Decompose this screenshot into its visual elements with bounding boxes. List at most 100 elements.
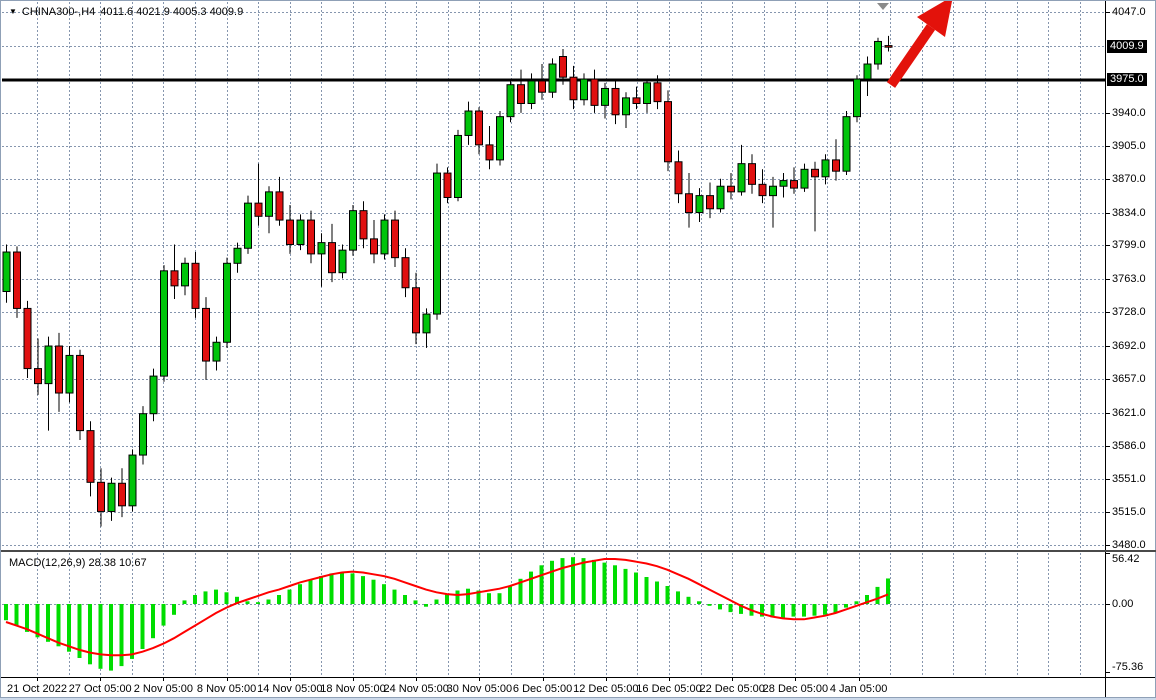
macd-bar [760, 604, 764, 617]
macd-bar [56, 604, 61, 647]
macd-bar [35, 604, 40, 638]
price-tick-label: 3515.0 [1112, 506, 1146, 519]
macd-bar [676, 591, 680, 604]
candle-up [716, 185, 725, 210]
time-tick-label: 30 Nov 05:00 [446, 683, 513, 695]
candle-down [55, 345, 63, 394]
candle-down [790, 180, 798, 189]
macd-bar [833, 604, 838, 613]
candle-down [401, 257, 410, 289]
macd-bar [77, 604, 82, 658]
candle-down [632, 97, 641, 105]
candle-down [685, 193, 693, 214]
price-tick-label: 3940.0 [1112, 106, 1146, 119]
time-axis[interactable]: 21 Oct 2022 27 Oct 05:00 2 Nov 05:00 8 Nov … [0, 680, 1105, 698]
time-tick-label: 12 Dec 05:00 [573, 683, 639, 695]
candle-up [128, 454, 137, 507]
candle-down [286, 219, 294, 245]
macd-bar [109, 604, 113, 671]
candles [2, 35, 893, 527]
macd-bar [571, 557, 575, 604]
candle-up [769, 185, 777, 197]
candle-up [233, 247, 242, 264]
trend-arrow[interactable] [886, 0, 953, 88]
macd-bar [193, 595, 197, 604]
macd-indicator-label: MACD(12,26,9) 28.38 10.67 [9, 557, 147, 569]
macd-bar [865, 595, 869, 604]
macd-bar [214, 589, 218, 604]
candle-down [170, 270, 179, 287]
candle-down [590, 78, 599, 106]
candle-up [433, 172, 441, 315]
candle-down [664, 101, 672, 163]
candle-up [107, 482, 116, 512]
macd-bar [203, 591, 208, 604]
candle-up [212, 341, 221, 362]
candle-up [853, 78, 861, 118]
macd-bar [707, 604, 712, 606]
candle-down [86, 430, 95, 483]
macd-bar [487, 593, 491, 604]
macd-bar [791, 604, 796, 617]
candle-down [758, 183, 767, 197]
macd-bar [67, 604, 71, 652]
macd-bar [886, 578, 890, 604]
candle-down [674, 161, 683, 195]
price-tick-label: 3621.0 [1112, 406, 1146, 419]
symbol-ohlc-readout: 4011.6 4021.9 4005.3 4009.9 [100, 6, 244, 18]
macd-bar [403, 595, 407, 604]
time-tick-label: 6 Dec 05:00 [512, 683, 573, 695]
price-tick-label: 3905.0 [1112, 139, 1146, 152]
candle-down [538, 80, 546, 93]
symbol-dropdown-icon[interactable]: ▼ [9, 7, 17, 16]
macd-bar [655, 581, 659, 604]
candle-down [569, 76, 578, 101]
time-tick-label: 8 Nov 05:00 [196, 683, 257, 695]
macd-bar [140, 604, 145, 649]
candle-down [118, 482, 126, 507]
time-tick-label: 28 Dec 05:00 [762, 683, 829, 695]
candle-up [863, 63, 872, 80]
macd-bar [529, 571, 533, 604]
candle-down [653, 82, 662, 103]
macd-bar [25, 604, 29, 632]
candle-down [727, 185, 735, 193]
candle-down [307, 219, 315, 255]
macd-bar [119, 604, 124, 667]
macd-bar [98, 604, 103, 669]
candle-up [580, 78, 588, 101]
macd-bar [581, 558, 586, 604]
macd-bar [235, 596, 239, 604]
macd-scale-min: -75.36 [1112, 660, 1144, 673]
macd-bar [14, 604, 19, 626]
macd-signal-line [5, 558, 889, 657]
price-tick-label: 3728.0 [1112, 306, 1146, 319]
candle-up [349, 210, 357, 251]
candle-down [391, 219, 399, 259]
macd-bar [508, 586, 512, 604]
price-tick-label: 3799.0 [1112, 239, 1146, 252]
candle-down [202, 307, 210, 362]
macd-bar [182, 600, 187, 604]
macd-bar [802, 604, 806, 617]
candle-up [181, 262, 189, 287]
macd-bar [665, 586, 670, 604]
candle-up [139, 413, 147, 456]
time-tick-label: 27 Oct 05:00 [68, 683, 132, 695]
candle-down [884, 45, 893, 48]
macd-bar [592, 559, 596, 604]
candle-down [706, 195, 714, 210]
macd-bar [130, 604, 134, 659]
price-tick-label: 3586.0 [1112, 439, 1146, 452]
price-axis[interactable]: 4047.0 3940.0 3905.0 3870.0 3834.0 3799.0 3763… [1106, 0, 1156, 700]
candle-down [832, 159, 840, 172]
macd-bar [151, 604, 155, 639]
candle-up [821, 159, 830, 178]
macd-bar [518, 578, 523, 604]
macd-bar [497, 593, 502, 604]
candle-up [422, 313, 431, 334]
macd-bar [161, 604, 166, 626]
